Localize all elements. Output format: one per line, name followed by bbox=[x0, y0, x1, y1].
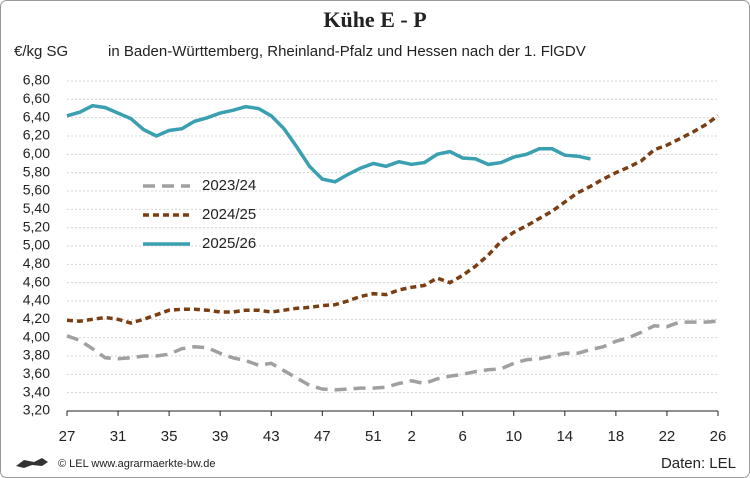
y-tick-label: 5,40 bbox=[23, 200, 50, 216]
y-tick-label: 3,40 bbox=[23, 383, 50, 399]
x-tick-label: 26 bbox=[710, 428, 727, 445]
y-tick-label: 3,80 bbox=[23, 347, 50, 363]
source-left: © LEL www.agrarmaerkte-bw.de bbox=[58, 458, 216, 470]
x-tick-label: 31 bbox=[110, 428, 127, 445]
y-tick-label: 6,00 bbox=[23, 145, 50, 161]
y-tick-label: 4,00 bbox=[23, 328, 50, 344]
y-tick-label: 5,00 bbox=[23, 237, 50, 253]
y-tick-label: 5,20 bbox=[23, 218, 50, 234]
x-tick-label: 18 bbox=[608, 428, 625, 445]
y-tick-label: 3,60 bbox=[23, 365, 50, 381]
x-tick-label: 14 bbox=[556, 428, 573, 445]
y-tick-label: 6,60 bbox=[23, 90, 50, 106]
x-tick-label: 10 bbox=[505, 428, 522, 445]
subtitle: in Baden-Württemberg, Rheinland-Pfalz un… bbox=[108, 43, 586, 60]
x-tick-label: 39 bbox=[212, 428, 229, 445]
y-tick-label: 4,80 bbox=[23, 255, 50, 271]
y-tick-label: 6,40 bbox=[23, 108, 50, 124]
legend-label: 2024/25 bbox=[202, 206, 256, 223]
x-tick-label: 2 bbox=[407, 428, 415, 445]
y-tick-label: 3,20 bbox=[23, 402, 50, 418]
source-right: Daten: LEL bbox=[661, 455, 736, 472]
chart-title: Kühe E - P bbox=[323, 7, 426, 32]
logo bbox=[16, 458, 48, 468]
x-tick-label: 22 bbox=[659, 428, 676, 445]
x-tick-label: 35 bbox=[161, 428, 178, 445]
series-line bbox=[66, 103, 591, 184]
series-line bbox=[66, 319, 719, 392]
x-tick-label: 6 bbox=[459, 428, 467, 445]
y-tick-label: 4,20 bbox=[23, 310, 50, 326]
y-tick-label: 4,60 bbox=[23, 273, 50, 289]
y-tick-label: 5,60 bbox=[23, 182, 50, 198]
x-tick-label: 51 bbox=[365, 428, 382, 445]
series-line bbox=[66, 114, 720, 325]
x-tick-label: 27 bbox=[59, 428, 76, 445]
x-tick-label: 47 bbox=[314, 428, 331, 445]
legend-label: 2025/26 bbox=[202, 235, 256, 252]
x-tick-label: 43 bbox=[263, 428, 280, 445]
y-tick-label: 6,20 bbox=[23, 127, 50, 143]
y-tick-label: 4,40 bbox=[23, 292, 50, 308]
y-axis-label: €/kg SG bbox=[14, 43, 68, 60]
y-tick-label: 5,80 bbox=[23, 163, 50, 179]
y-tick-label: 6,80 bbox=[23, 72, 50, 88]
legend-label: 2023/24 bbox=[202, 177, 256, 194]
